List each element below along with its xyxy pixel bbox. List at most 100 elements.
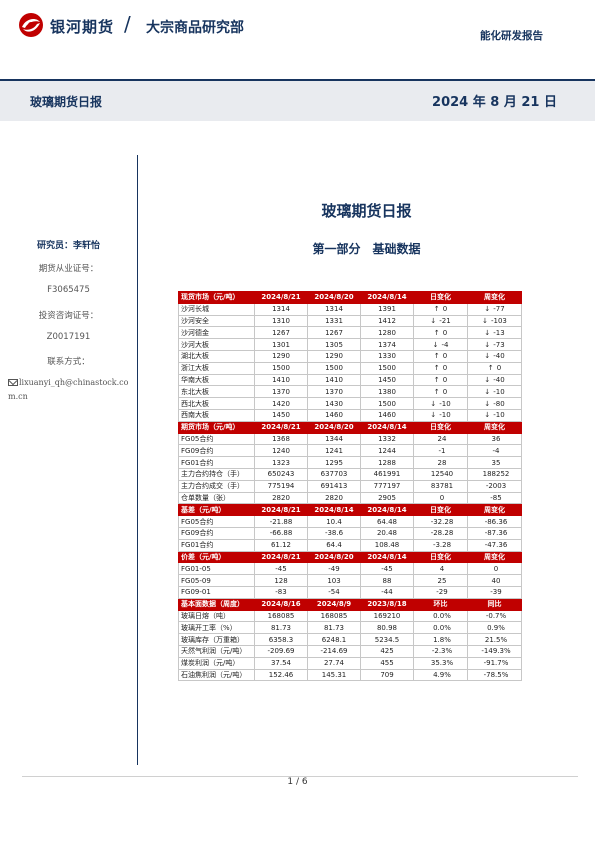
value-cell: 169210 (360, 609, 414, 623)
value-cell: 650243 (254, 467, 308, 481)
change-value: -4 (441, 340, 449, 349)
contact-email[interactable]: lixuanyi_qh@chinastock.com.cn (8, 376, 133, 404)
table-row: FG05-09 128 103 88 25 40 (178, 574, 522, 587)
row-label: 主力合约持仓（手） (178, 467, 255, 481)
change-value: 1.8% (433, 635, 451, 644)
header-cell: 2024/8/21 (254, 550, 308, 564)
change-value: 0 (439, 493, 445, 502)
change-value: 0 (442, 305, 448, 314)
row-label: FG09合约 (178, 526, 255, 540)
change-value: -4 (492, 446, 500, 455)
change-cell: 1.8% (413, 633, 468, 646)
change-cell: ↓ -21 (413, 314, 468, 328)
value-cell: -49 (307, 562, 361, 576)
table-row: 华南大板 1410 1410 1450 ↑ 0 ↓ -40 (178, 373, 522, 387)
table-section-header: 期货市场（元/吨） 2024/8/21 2024/8/20 2024/8/14 日变化周… (178, 420, 522, 434)
row-label: 沙河安全 (178, 314, 255, 328)
change-value: 35.3% (430, 659, 454, 668)
change-value: 36 (491, 434, 501, 443)
sidebar-divider (137, 155, 138, 765)
change-cell: 0.9% (467, 621, 522, 635)
value-cell: 1500 (254, 361, 308, 375)
change-cell: 4.9% (413, 668, 468, 682)
value-cell: 1460 (360, 408, 414, 422)
value-cell: 1412 (360, 314, 414, 328)
table-row: 西南大板 1450 1460 1460 ↓ -10 ↓ -10 (178, 408, 522, 422)
band-title: 玻璃期货日报 (30, 95, 103, 109)
change-value: -40 (493, 375, 505, 384)
value-cell: -209.69 (254, 644, 308, 658)
change-value: -21 (439, 316, 451, 325)
change-value: -87.36 (484, 529, 508, 538)
row-label: 沙河大板 (178, 338, 255, 351)
row-label: 西南大板 (178, 408, 255, 422)
change-cell: 25 (413, 574, 468, 587)
header-cell: 2024/8/9 (307, 597, 361, 611)
row-label: 玻璃开工率（%） (178, 621, 255, 635)
change-value: 0 (493, 564, 499, 573)
change-value: -28.28 (430, 529, 454, 538)
row-label: 玻璃日熔（吨） (178, 609, 255, 623)
change-cell: 83781 (413, 479, 468, 493)
change-value: 21.5% (484, 635, 508, 644)
change-cell: 188252 (467, 467, 522, 481)
title-band: 玻璃期货日报 2024 年 8 月 21 日 (0, 79, 595, 121)
change-value: 0 (496, 364, 502, 373)
value-cell: 61.12 (254, 538, 308, 552)
header-cell: 期货市场（元/吨） (178, 420, 255, 434)
value-cell: -44 (360, 585, 414, 599)
change-value: 40 (491, 576, 501, 585)
value-cell: -83 (254, 585, 308, 599)
change-cell: -86.36 (467, 515, 522, 528)
header-cell: 2023/8/18 (360, 597, 414, 611)
section-title: 第一部分 基础数据 (312, 242, 421, 256)
change-value: -47.36 (484, 541, 508, 550)
header-cell: 2024/8/20 (307, 550, 361, 564)
license-label: 期货从业证号： (38, 264, 99, 274)
change-value: 0 (442, 364, 448, 373)
table-row: 湖北大板 1290 1290 1330 ↑ 0 ↓ -40 (178, 349, 522, 363)
header-cell: 基本面数据（周度） (178, 597, 255, 611)
header-cell: 基差（元/吨） (178, 503, 255, 517)
change-value: -103 (490, 316, 507, 325)
value-cell: 1290 (307, 349, 361, 363)
table-row: 浙江大板 1500 1500 1500 ↑ 0 ↑ 0 (178, 361, 522, 375)
value-cell: 1267 (307, 326, 361, 340)
value-cell: 168085 (254, 609, 308, 623)
change-value: -2.3% (431, 647, 453, 656)
arrow-up-icon: ↑ (433, 352, 440, 361)
value-cell: 27.74 (307, 656, 361, 670)
change-cell: -29 (413, 585, 468, 599)
change-cell: 24 (413, 432, 468, 446)
value-cell: 1267 (254, 326, 308, 340)
report-type: 能化研发报告 (480, 30, 543, 42)
change-cell: ↑ 0 (467, 361, 522, 375)
value-cell: 1460 (307, 408, 361, 422)
header-cell: 2024/8/20 (307, 291, 361, 304)
value-cell: 37.54 (254, 656, 308, 670)
table-row: 沙河德金 1267 1267 1280 ↑ 0 ↓ -13 (178, 326, 522, 340)
value-cell: 6358.3 (254, 633, 308, 646)
header-cell: 日变化 (413, 420, 468, 434)
change-cell: 35 (467, 456, 522, 469)
header-cell: 2024/8/14 (307, 503, 361, 517)
header-cell: 现货市场（元/吨） (178, 291, 255, 304)
row-label: FG05合约 (178, 432, 255, 446)
table-row: FG01-05 -45 -49 -45 4 0 (178, 562, 522, 576)
change-value: -86.36 (484, 517, 508, 526)
value-cell: 2820 (307, 491, 361, 505)
row-label: 煤炭利润（元/吨） (178, 656, 255, 670)
row-label: 石油焦利润（元/吨） (178, 668, 255, 682)
change-value: -0.7% (485, 611, 507, 620)
change-cell: 35.3% (413, 656, 468, 670)
value-cell: 80.98 (360, 621, 414, 635)
change-value: -2003 (485, 482, 507, 491)
change-cell: -1 (413, 444, 468, 458)
value-cell: 81.73 (307, 621, 361, 635)
change-value: -29 (436, 588, 448, 597)
value-cell: 1374 (360, 338, 414, 351)
header-cell: 2024/8/21 (254, 420, 308, 434)
value-cell: 1330 (360, 349, 414, 363)
header-cell: 2024/8/21 (254, 503, 308, 517)
value-cell: 1314 (307, 302, 361, 316)
